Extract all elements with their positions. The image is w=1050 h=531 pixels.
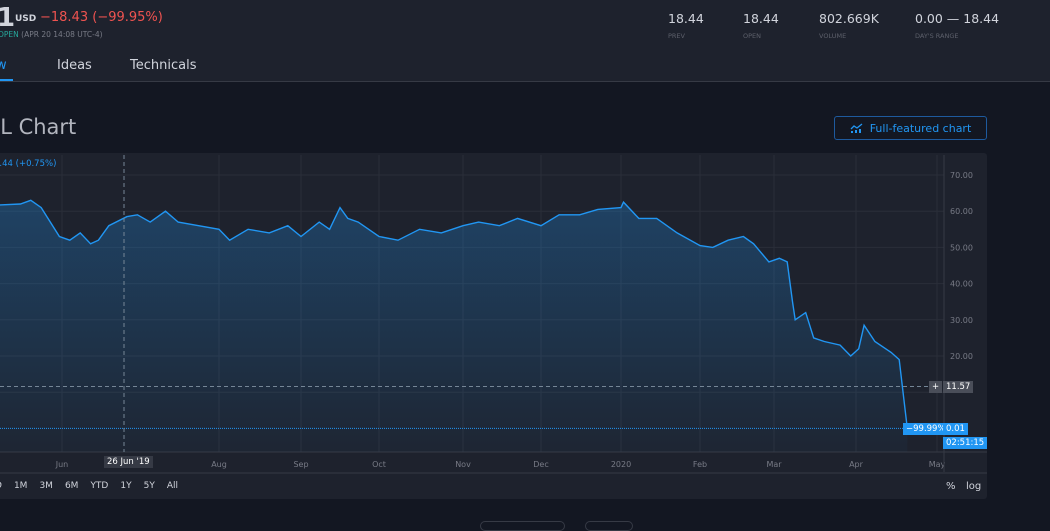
full-featured-chart-label: Full-featured chart: [869, 121, 972, 135]
stat-days-range: 0.00 — 18.44 DAY'S RANGE: [915, 11, 999, 40]
x-tick-label: Nov: [455, 460, 471, 469]
stat-open: 18.44 OPEN: [743, 11, 779, 40]
tab-technicals[interactable]: Technicals: [130, 58, 197, 73]
price-change: −18.43 (−99.95%): [40, 10, 163, 25]
full-featured-chart-button[interactable]: Full-featured chart: [834, 116, 987, 140]
bottom-button[interactable]: [585, 521, 633, 531]
range-selector: D 1M 3M 6M YTD 1Y 5Y All: [0, 481, 190, 491]
x-tick-label: 2020: [611, 460, 631, 469]
tab-overview[interactable]: ew: [0, 58, 7, 73]
y-tick-label: 50.00: [950, 243, 973, 252]
chart-icon: [850, 123, 863, 133]
range-ytd[interactable]: YTD: [90, 481, 109, 491]
y-tick-label: 60.00: [950, 207, 973, 216]
stat-value: 18.44: [668, 11, 704, 26]
range-6m[interactable]: 6M: [64, 481, 79, 491]
stat-label: VOLUME: [819, 32, 847, 40]
market-time: (APR 20 14:08 UTC-4): [21, 30, 103, 39]
stat-label: DAY'S RANGE: [915, 32, 959, 40]
x-tick-label: Oct: [372, 460, 386, 469]
y-tick-label: 20.00: [950, 352, 973, 361]
x-tick-label: Sep: [293, 460, 308, 469]
market-open-label: OPEN: [0, 30, 19, 39]
last-price: 1: [0, 3, 16, 33]
x-tick-label: Dec: [533, 460, 548, 469]
price-area: [0, 200, 908, 452]
stat-value: 0.00 — 18.44: [915, 11, 1000, 26]
symbol-header: 1 USD −18.43 (−99.95%) OPEN (APR 20 14:0…: [0, 0, 1050, 82]
range-1d[interactable]: D: [0, 481, 2, 491]
range-3m[interactable]: 3M: [39, 481, 53, 491]
y-tick-label: 40.00: [950, 280, 973, 289]
last-price-value: 0.01: [943, 423, 968, 435]
tab-ideas[interactable]: Ideas: [57, 58, 92, 73]
stat-label: PREV: [668, 32, 685, 40]
active-tab-indicator: [0, 79, 13, 81]
range-1y[interactable]: 1Y: [120, 481, 132, 491]
stat-volume: 802.669K VOLUME: [819, 11, 879, 40]
stat-label: OPEN: [743, 32, 762, 40]
x-tick-label: Jun: [55, 460, 69, 469]
range-5y[interactable]: 5Y: [143, 481, 155, 491]
market-status: OPEN (APR 20 14:08 UTC-4): [0, 30, 103, 39]
stat-prev: 18.44 PREV: [668, 11, 704, 40]
last-price-percent: −99.99%: [903, 423, 949, 435]
bottom-button[interactable]: [480, 521, 565, 531]
stat-value: 802.669K: [819, 11, 879, 26]
price-line: [0, 199, 908, 429]
x-tick-label: Aug: [211, 460, 227, 469]
bar-countdown: 02:51:15: [943, 437, 988, 449]
crosshair-date-label: 26 Jun '19: [104, 456, 153, 468]
percent-scale-toggle[interactable]: %: [946, 481, 956, 492]
crosshair-price-label: 11.57: [943, 381, 974, 393]
range-all[interactable]: All: [166, 481, 179, 491]
y-tick-label: 70.00: [950, 171, 973, 180]
x-tick-label: May: [929, 460, 946, 469]
currency: USD: [15, 14, 37, 24]
x-tick-label: Mar: [766, 460, 782, 469]
x-tick-label: Apr: [849, 460, 864, 469]
chart-legend: 0.44 (+0.75%): [0, 159, 57, 169]
stat-value: 18.44: [743, 11, 779, 26]
range-1m[interactable]: 1M: [13, 481, 28, 491]
x-tick-label: Feb: [693, 460, 707, 469]
crosshair-plus-icon[interactable]: +: [929, 381, 943, 393]
y-tick-label: 30.00: [950, 316, 973, 325]
log-scale-toggle[interactable]: log: [966, 481, 982, 492]
chart-title: IL Chart: [0, 115, 77, 139]
